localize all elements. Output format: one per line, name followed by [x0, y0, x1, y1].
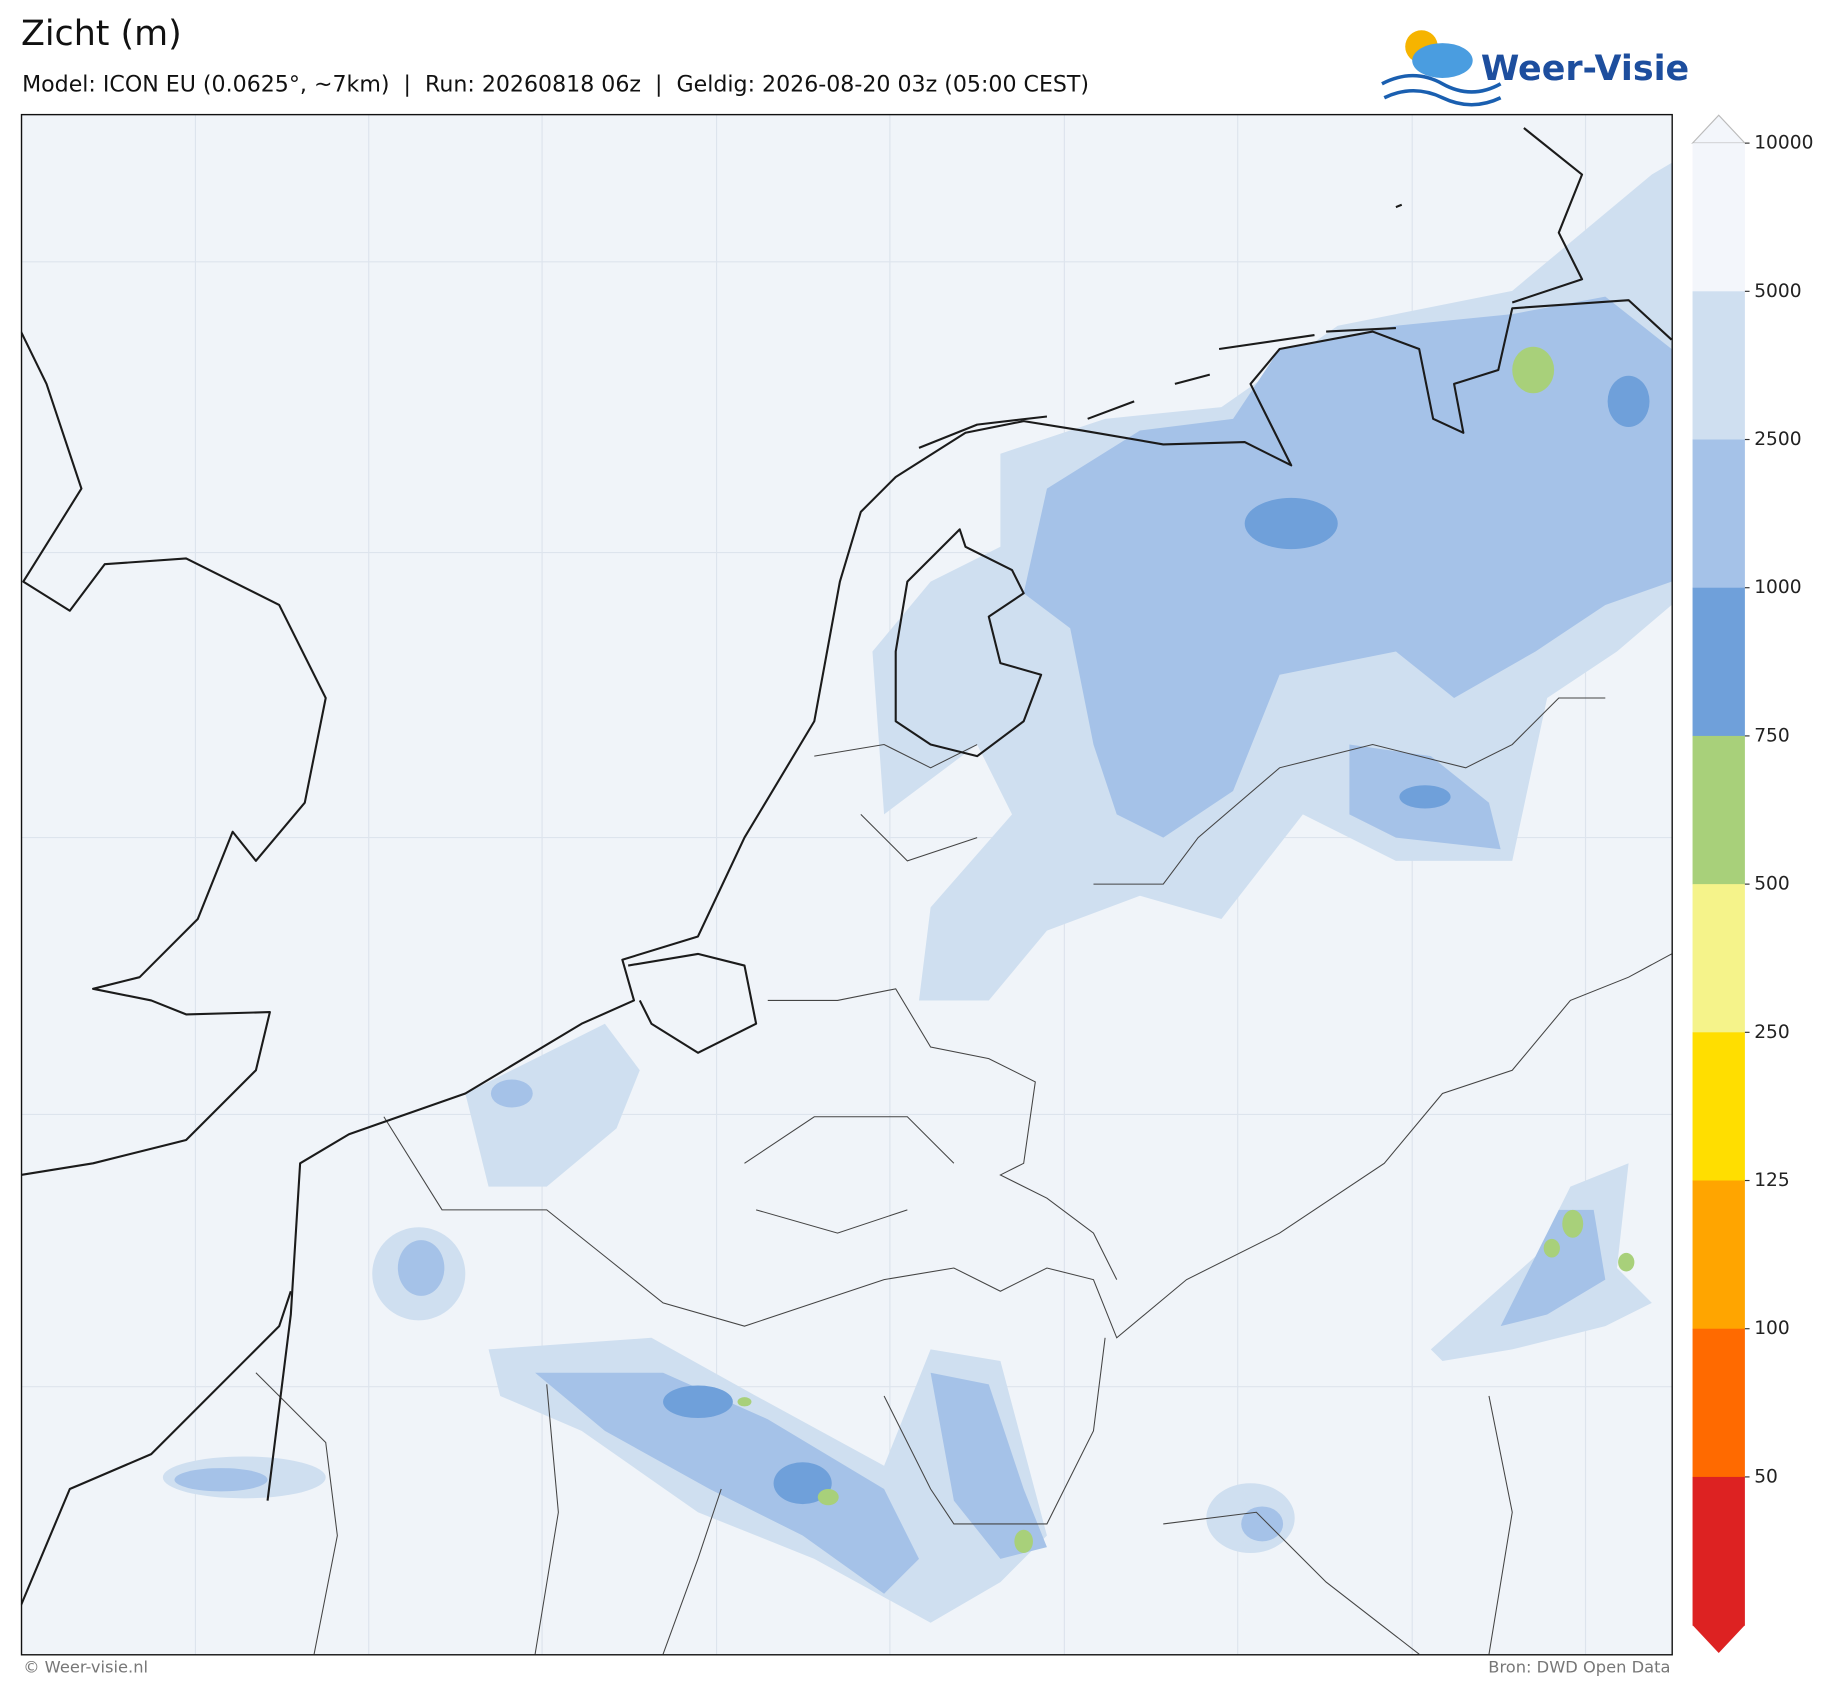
colorbar-label: 500 [1754, 874, 1790, 895]
area-dark [773, 1462, 832, 1505]
area-medium [397, 1240, 445, 1296]
area-green [817, 1489, 839, 1506]
colorbar-arrow-bottom [1692, 1625, 1745, 1654]
area-medium [174, 1468, 268, 1492]
border [744, 743, 978, 1234]
footer-left: © Weer-visie.nl [23, 1658, 148, 1677]
area-medium [1241, 1506, 1284, 1542]
coastline [918, 127, 1584, 449]
area-medium [1023, 296, 1672, 838]
border [255, 1337, 1513, 1655]
area-green [1543, 1238, 1560, 1258]
logo-text: Weer-Visie [1481, 49, 1689, 89]
area-green [1014, 1529, 1033, 1553]
visibility-field [162, 162, 1672, 1623]
area-dark [1399, 785, 1451, 809]
area-green [1512, 346, 1555, 394]
colorbar-band [1692, 143, 1745, 292]
colorbar-label: 5000 [1754, 281, 1801, 302]
colorbar-band [1692, 1476, 1745, 1626]
area-green [1618, 1252, 1635, 1272]
colorbar-label: 1000 [1754, 577, 1801, 598]
area-dark [1244, 497, 1338, 550]
area-medium [535, 1372, 919, 1594]
colorbar-label: 2500 [1754, 429, 1801, 450]
colorbar-band [1692, 1032, 1745, 1182]
colorbar-label: 750 [1754, 725, 1790, 746]
area-medium [930, 1372, 1047, 1559]
colorbar-label: 125 [1754, 1170, 1790, 1191]
colorbar-band [1692, 735, 1745, 885]
subtitle: Model: ICON EU (0.0625°, ~7km) | Run: 20… [22, 71, 1089, 97]
colorbar-band [1692, 1328, 1745, 1478]
area-green [1562, 1209, 1584, 1238]
map-frame [20, 113, 1673, 1656]
footer-right: Bron: DWD Open Data [1488, 1658, 1670, 1677]
border [383, 953, 1672, 1339]
coastline [266, 299, 1672, 1501]
colorbar-band [1692, 1180, 1745, 1330]
colorbar-band [1692, 439, 1745, 589]
coastline [627, 952, 758, 1054]
coastline [20, 1290, 292, 1606]
colorbar-band [1692, 587, 1745, 737]
colorbar-label: 10000 [1754, 133, 1813, 154]
border [1093, 697, 1606, 885]
colorbar-label: 50 [1754, 1466, 1778, 1487]
area-light [465, 1023, 640, 1187]
coastline [20, 331, 327, 1176]
logo: Weer-Visie [1381, 30, 1689, 107]
title: Zicht (m) [21, 14, 182, 54]
colorbar-band [1692, 291, 1745, 441]
colorbar: 10000 5000 2500 1000 750 500 250 125 100 50 [1691, 114, 1813, 1654]
area-medium [1500, 1209, 1606, 1327]
border [767, 988, 1118, 1280]
logo-cloud [1412, 43, 1473, 78]
area-green [737, 1397, 752, 1407]
area-dark [663, 1385, 733, 1419]
borders [255, 697, 1672, 1655]
colorbar-label: 250 [1754, 1022, 1790, 1043]
colorbar-label: 100 [1754, 1318, 1790, 1339]
colorbar-band [1692, 884, 1745, 1033]
map [20, 114, 1672, 1655]
coastlines [20, 127, 1672, 1606]
coastline [894, 528, 1043, 758]
logo-waves [1381, 74, 1502, 107]
area-dark [1607, 375, 1650, 427]
area-medium [490, 1079, 533, 1108]
